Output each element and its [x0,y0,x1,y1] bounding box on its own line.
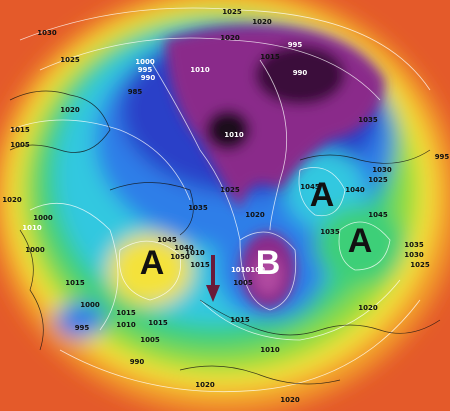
isobar-label: 1035 [358,116,378,124]
isobar-label: 1035 [404,241,424,249]
isobar-label: 1010 [22,224,42,232]
isobar-label: 995 [435,153,450,161]
isobar-label: 1015 [148,319,168,327]
isobar-label: 1015 [190,261,210,269]
isobar-label: 1010 [185,249,205,257]
pressure-center: A [348,222,373,260]
pressure-center: A [310,176,335,214]
isobar-label: 1030 [37,29,57,37]
isobar-label: 1015 [65,279,85,287]
isobar-label: 1020 [2,196,22,204]
isobar-label: 1040 [345,186,365,194]
isobar-label: 1020 [252,18,272,26]
isobar-label: 1035 [320,228,340,236]
isobar-label: 1045 [368,211,388,219]
isobar-label: 1030 [372,166,392,174]
isobars [9,7,431,392]
isobar-label: 1025 [220,186,240,194]
isobar-label: 1025 [368,176,388,184]
isobar-label: 990 [130,358,145,366]
isobar-label: 1000 [33,214,53,222]
isobar-label: 1015 [116,309,136,317]
isobar-label: 1000 [135,58,155,66]
pressure-center: A [140,244,165,282]
isobar-label: 995 [288,41,303,49]
isobar-label: 990 [293,69,308,77]
isobar-label: 1010 [116,321,136,329]
isobar-label: 1000 [80,301,100,309]
isobar-label: 1035 [188,204,208,212]
isobar-label: 1010100 [231,266,265,274]
isobar-label: 1010 [190,66,210,74]
arrow-head [206,285,220,302]
isobar-label: 985 [128,88,143,96]
isobar-label: 1045 [157,236,177,244]
isobar-label: 1010 [260,346,280,354]
isobar-label: 1005 [140,336,160,344]
isobar-label: 1005 [233,279,253,287]
isobar-label: 995 [75,324,90,332]
isobar-label: 1010 [224,131,244,139]
isobar-label: 1040 [174,244,194,252]
isobar-label: 1025 [60,56,80,64]
isobar-label: 1005 [10,141,30,149]
isobar-label: 1050 [170,253,190,261]
isobar-label: 1020 [195,381,215,389]
isobar-label: 1000 [25,246,45,254]
isobar-label: 1020 [220,34,240,42]
isobar-label: 1020 [358,304,378,312]
isobar-label: 995 [138,66,153,74]
isobar-label: 1020 [60,106,80,114]
isobar-label: 1025 [222,8,242,16]
isobar-label: 1045 [300,183,320,191]
isobar-label: 1020 [280,396,300,404]
coastlines [9,90,441,385]
isobar-label: 1020 [245,211,265,219]
isobar-label: 1015 [260,53,280,61]
isobar-label: 1030 [404,251,424,259]
isobar-label: 1015 [230,316,250,324]
isobar-label: 990 [141,74,156,82]
isobar-label: 1025 [410,261,430,269]
labels: A BAA103010251020101510051000101010001020… [2,8,449,404]
isobar-label: 1015 [10,126,30,134]
pressure-center: B [256,244,281,282]
